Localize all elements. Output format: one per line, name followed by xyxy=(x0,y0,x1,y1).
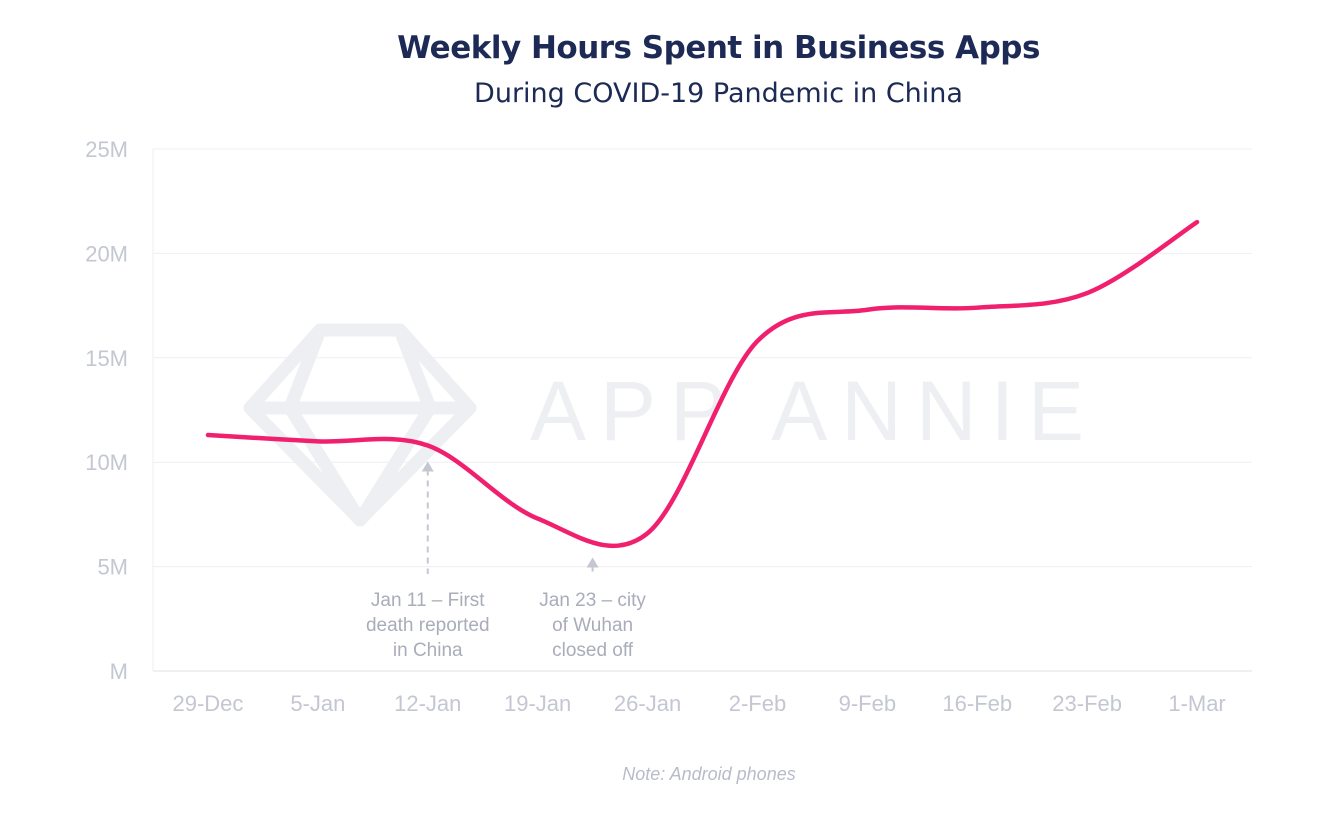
y-tick-label: 5M xyxy=(97,555,128,580)
x-tick-label: 1-Mar xyxy=(1168,691,1225,716)
annotation-text: Jan 11 – First xyxy=(371,590,485,611)
watermark-text: APP ANNIE xyxy=(530,364,1098,458)
annotation-text: Jan 23 – city xyxy=(539,590,646,611)
annotation-text: of Wuhan xyxy=(552,615,633,636)
diamond-logo-icon xyxy=(243,323,477,527)
axes: M 5M 10M 15M 20M 25M 29-Dec 5-Jan 12-Jan 19-Jan 26… xyxy=(85,137,1226,716)
annotation-text: in China xyxy=(393,640,463,661)
x-tick-label: 19-Jan xyxy=(504,691,571,716)
series-line xyxy=(205,219,1200,549)
y-tick-label: 20M xyxy=(85,241,128,266)
x-tick-label: 16-Feb xyxy=(942,691,1012,716)
gridlines xyxy=(152,148,1252,672)
annotation-arrowhead xyxy=(421,461,434,472)
y-tick-label: 15M xyxy=(85,346,128,371)
x-tick-label: 26-Jan xyxy=(614,691,681,716)
chart-subtitle: During COVID-19 Pandemic in China xyxy=(474,78,963,109)
annotation-arrowhead xyxy=(586,557,599,568)
x-tick-label: 23-Feb xyxy=(1052,691,1122,716)
y-tick-label: 10M xyxy=(85,450,128,475)
x-tick-label: 2-Feb xyxy=(729,691,786,716)
x-tick-label: 9-Feb xyxy=(839,691,896,716)
x-tick-label: 12-Jan xyxy=(394,691,461,716)
app-annie-watermark: APP ANNIE xyxy=(243,323,1098,527)
annotation-text: death reported xyxy=(366,615,490,636)
x-tick-label: 29-Dec xyxy=(172,691,243,716)
chart-title: Weekly Hours Spent in Business Apps xyxy=(397,30,1040,66)
series xyxy=(205,219,1200,549)
x-tick-label: 5-Jan xyxy=(290,691,345,716)
annotation: Jan 11 – First death reported in China xyxy=(366,461,490,661)
y-tick-label: M xyxy=(110,659,128,684)
y-tick-label: 25M xyxy=(85,137,128,162)
annotation-text: closed off xyxy=(552,640,634,661)
chart-note: Note: Android phones xyxy=(622,764,796,784)
annotation: Jan 23 – city of Wuhan closed off xyxy=(539,557,646,661)
